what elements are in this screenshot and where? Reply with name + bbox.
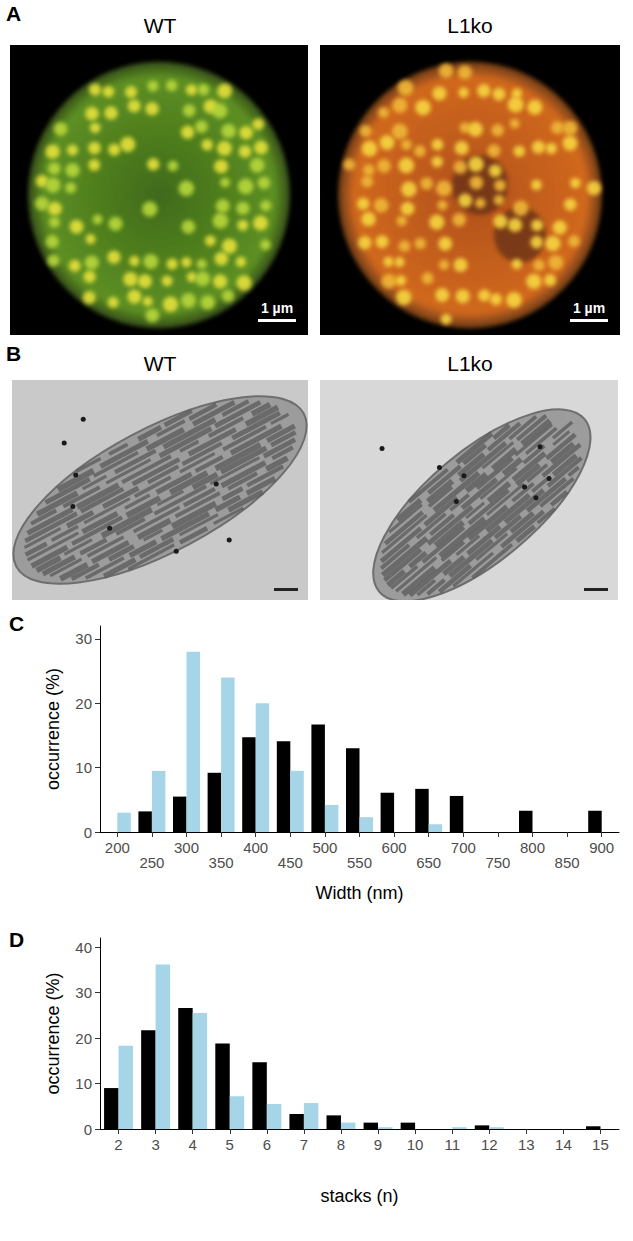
- svg-text:10: 10: [75, 759, 92, 776]
- svg-text:3: 3: [151, 1136, 159, 1153]
- svg-text:900: 900: [589, 839, 614, 856]
- svg-text:Width (nm): Width (nm): [315, 883, 403, 903]
- svg-text:20: 20: [75, 695, 92, 712]
- svg-text:0: 0: [84, 824, 92, 841]
- svg-text:800: 800: [520, 839, 545, 856]
- svg-text:stacks (n): stacks (n): [320, 1186, 398, 1206]
- html-text:A: A: [6, 2, 22, 25]
- html-text:L1ko: L1ko: [447, 14, 493, 37]
- svg-text:600: 600: [382, 839, 407, 856]
- svg-text:4: 4: [189, 1136, 197, 1153]
- svg-text:10: 10: [407, 1136, 424, 1153]
- svg-text:650: 650: [416, 854, 441, 871]
- svg-text:550: 550: [347, 854, 372, 871]
- html-text:WT: WT: [143, 14, 177, 37]
- svg-text:350: 350: [209, 854, 234, 871]
- svg-text:15: 15: [592, 1136, 609, 1153]
- html-text:B: B: [6, 342, 22, 365]
- svg-text:D: D: [9, 928, 24, 951]
- svg-text:700: 700: [451, 839, 476, 856]
- svg-text:400: 400: [243, 839, 268, 856]
- svg-text:500: 500: [312, 839, 337, 856]
- svg-text:30: 30: [75, 984, 92, 1001]
- svg-text:750: 750: [485, 854, 510, 871]
- svg-text:10: 10: [75, 1075, 92, 1092]
- svg-text:5: 5: [226, 1136, 234, 1153]
- html-text:WT: WT: [143, 352, 177, 375]
- svg-text:250: 250: [139, 854, 164, 871]
- svg-text:6: 6: [263, 1136, 271, 1153]
- svg-text:40: 40: [75, 939, 92, 956]
- svg-text:11: 11: [444, 1136, 460, 1153]
- svg-text:850: 850: [555, 854, 580, 871]
- svg-text:7: 7: [300, 1136, 308, 1153]
- svg-text:14: 14: [555, 1136, 572, 1153]
- svg-text:9: 9: [374, 1136, 382, 1153]
- svg-text:occurrence (%): occurrence (%): [43, 668, 63, 790]
- svg-text:13: 13: [518, 1136, 535, 1153]
- svg-text:0: 0: [84, 1121, 92, 1138]
- svg-text:1 µm: 1 µm: [261, 300, 293, 316]
- svg-text:8: 8: [337, 1136, 345, 1153]
- svg-text:occurrence (%): occurrence (%): [43, 972, 63, 1094]
- svg-text:12: 12: [481, 1136, 498, 1153]
- svg-text:450: 450: [278, 854, 303, 871]
- svg-text:30: 30: [75, 630, 92, 647]
- svg-text:200: 200: [105, 839, 130, 856]
- svg-text:1 µm: 1 µm: [573, 300, 605, 316]
- svg-text:C: C: [9, 612, 24, 635]
- svg-text:300: 300: [174, 839, 199, 856]
- svg-text:2: 2: [114, 1136, 122, 1153]
- html-text:L1ko: L1ko: [447, 352, 493, 375]
- svg-text:20: 20: [75, 1030, 92, 1047]
